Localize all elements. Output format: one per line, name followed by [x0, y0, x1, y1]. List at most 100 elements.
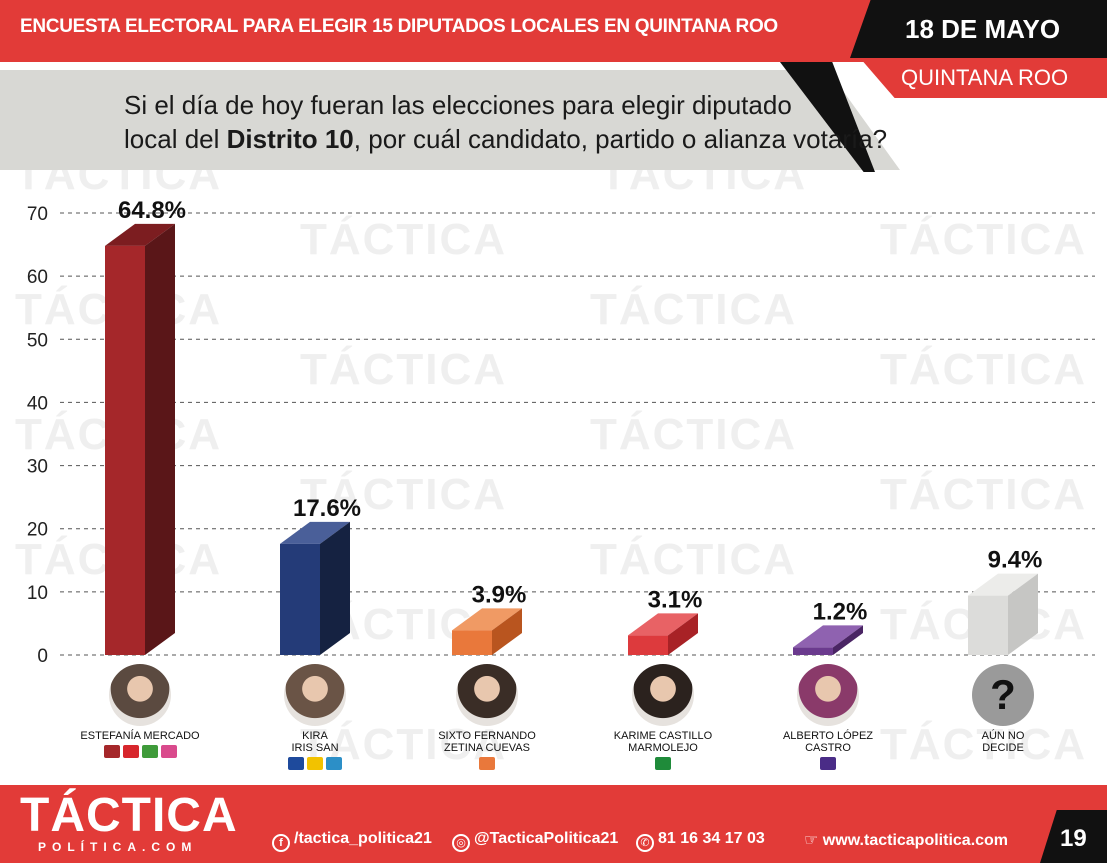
- date-box: [850, 0, 1107, 58]
- watermark: TÁCTICA: [880, 720, 1088, 769]
- bar-front: [105, 245, 145, 655]
- watermark: TÁCTICA: [300, 345, 508, 394]
- party-logos: [763, 757, 893, 770]
- bar-front: [280, 543, 320, 655]
- bar: [968, 573, 1038, 655]
- party-logos: [75, 745, 205, 758]
- survey-question: Si el día de hoy fueran las elecciones p…: [124, 88, 924, 156]
- bar-top: [452, 608, 522, 631]
- bar-side: [668, 613, 698, 655]
- party-logos: [598, 757, 728, 770]
- question-line2-pre: local del: [124, 124, 227, 154]
- candidate-card: ALBERTO LÓPEZ CASTRO: [763, 664, 893, 770]
- bar-side: [1008, 573, 1038, 655]
- party-logo-icon: [326, 757, 342, 770]
- watermark: TÁCTICA: [590, 285, 798, 334]
- candidate-card: ESTEFANÍA MERCADO: [75, 664, 205, 758]
- party-logo-icon: [307, 757, 323, 770]
- bar-top: [793, 625, 863, 648]
- party-logo-icon: [122, 745, 139, 758]
- facebook-handle: /tactica_politica21: [294, 830, 432, 847]
- instagram-link[interactable]: ◎ @TacticaPolitica21: [452, 830, 618, 852]
- y-tick-label: 20: [27, 520, 48, 541]
- y-tick-label: 0: [37, 646, 48, 665]
- header-bar: [0, 0, 880, 62]
- bar-side: [833, 625, 863, 655]
- party-logos: [422, 757, 552, 770]
- candidate-card: SIXTO FERNANDO ZETINA CUEVAS: [422, 664, 552, 770]
- bar-top: [280, 521, 350, 544]
- bar: [793, 625, 863, 655]
- candidate-card: KIRA IRIS SAN: [250, 664, 380, 770]
- y-tick-label: 60: [27, 267, 48, 288]
- bar: [105, 223, 175, 655]
- data-label: 17.6%: [293, 495, 361, 522]
- avatar: [109, 664, 171, 726]
- party-logos: [250, 757, 380, 770]
- party-logo-icon: [141, 745, 158, 758]
- bar: [452, 608, 522, 655]
- data-label: 3.9%: [472, 581, 527, 608]
- party-logo-icon: [160, 745, 177, 758]
- header-title: ENCUESTA ELECTORAL PARA ELEGIR 15 DIPUTA…: [20, 16, 778, 37]
- party-logo-icon: [288, 757, 304, 770]
- watermark: TÁCTICA: [300, 470, 508, 519]
- y-tick-label: 50: [27, 330, 48, 351]
- data-label: 1.2%: [813, 598, 868, 625]
- y-tick-label: 10: [27, 583, 48, 604]
- data-label: 3.1%: [648, 586, 703, 613]
- candidate-card: ? AÚN NO DECIDE: [938, 664, 1068, 757]
- watermark: TÁCTICA: [590, 535, 798, 584]
- page-number: 19: [1060, 825, 1087, 852]
- question-line2-post: , por cuál candidato, partido o alianza …: [353, 124, 888, 154]
- brand-subtitle: POLÍTICA.COM: [38, 840, 198, 854]
- header-region: QUINTANA ROO: [901, 65, 1069, 90]
- watermark: TÁCTICA: [880, 215, 1088, 264]
- candidate-name: AÚN NO DECIDE: [981, 730, 1025, 754]
- data-label: 9.4%: [988, 547, 1043, 574]
- party-logo-icon: [820, 757, 836, 770]
- bar-top: [105, 223, 175, 246]
- candidate-name: KARIME CASTILLO MARMOLEJO: [613, 730, 713, 754]
- bar-top: [628, 613, 698, 636]
- candidate-name: ESTEFANÍA MERCADO: [80, 730, 200, 742]
- avatar: [797, 664, 859, 726]
- y-tick-label: 30: [27, 457, 48, 478]
- data-label: 64.8%: [118, 197, 186, 224]
- bar-front: [793, 647, 833, 655]
- party-logo-icon: [655, 757, 671, 770]
- footer-bar: [0, 785, 1107, 863]
- bar-front: [628, 635, 668, 655]
- question-mark-icon: ?: [972, 664, 1034, 726]
- bar-top: [968, 573, 1038, 596]
- y-tick-label: 40: [27, 393, 48, 414]
- candidate-card: KARIME CASTILLO MARMOLEJO: [598, 664, 728, 770]
- avatar: [456, 664, 518, 726]
- question-line1: Si el día de hoy fueran las elecciones p…: [124, 90, 792, 120]
- whatsapp-icon: ✆: [636, 834, 654, 852]
- bar: [628, 613, 698, 655]
- question-district: Distrito 10: [226, 124, 354, 154]
- phone-link[interactable]: ✆ 81 16 34 17 03: [636, 830, 765, 852]
- website-url: www.tacticapolitica.com: [822, 832, 1009, 849]
- header-date: 18 DE MAYO: [905, 14, 1061, 44]
- avatar: [284, 664, 346, 726]
- watermark: TÁCTICA: [880, 470, 1088, 519]
- party-logo-icon: [479, 757, 495, 770]
- candidate-name: ALBERTO LÓPEZ CASTRO: [782, 730, 874, 754]
- facebook-link[interactable]: f/tactica_politica21: [272, 830, 432, 852]
- avatar: [632, 664, 694, 726]
- watermark: TÁCTICA: [590, 410, 798, 459]
- candidate-name: SIXTO FERNANDO ZETINA CUEVAS: [438, 730, 536, 754]
- watermark: TÁCTICA: [880, 345, 1088, 394]
- bar-front: [968, 595, 1008, 655]
- instagram-icon: ◎: [452, 834, 470, 852]
- brand-logo: TÁCTICA: [20, 789, 238, 842]
- question-band: [0, 70, 900, 170]
- bar-side: [492, 608, 522, 655]
- watermark: TÁCTICA: [300, 215, 508, 264]
- instagram-handle: @TacticaPolitica21: [474, 830, 619, 847]
- region-box: [860, 58, 1107, 98]
- website-link[interactable]: ☞ www.tacticapolitica.com: [804, 830, 1008, 850]
- y-tick-label: 70: [27, 204, 48, 225]
